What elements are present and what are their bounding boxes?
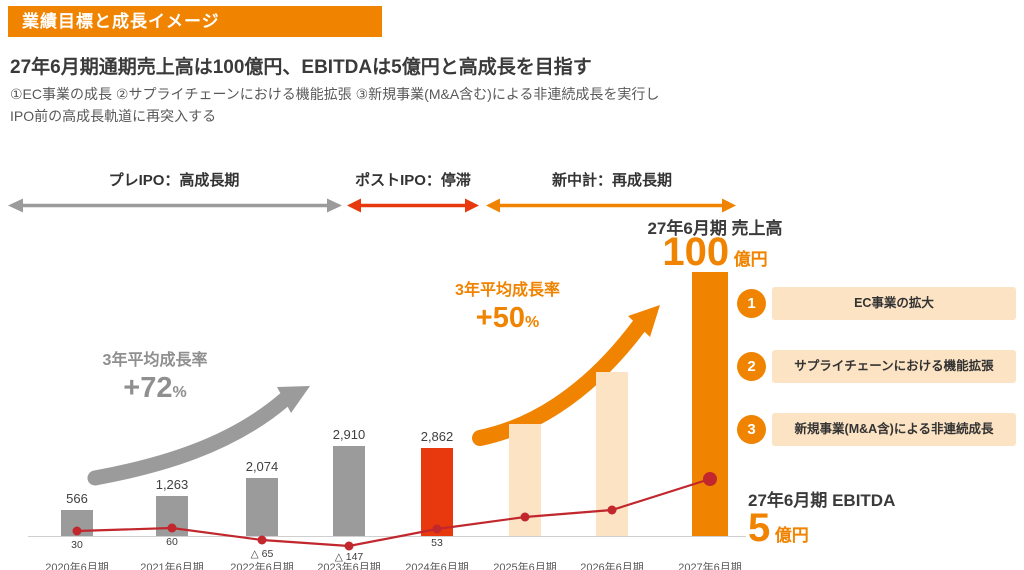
ebitda-value-label: △ 147 [334,551,364,563]
ebitda-target-value: 5 億円 [748,506,809,551]
strategy-1-number: 1 [737,289,766,318]
revenue-target-label: 27年6月期 売上高 [647,219,783,238]
revenue-bar-2026 [596,372,628,536]
orange-swoosh-arrow-icon [472,318,647,446]
revenue-bar-2027 [692,272,728,536]
revenue-value-label: 566 [66,491,88,506]
gray-growth-value: +72% [45,372,265,405]
revenue-bar-2021 [156,496,188,536]
phase-pre-ipo-label: プレIPO：高成長期 [108,172,240,189]
strategy-3-pill: 新規事業(M&A含)による非連続成長 [772,413,1016,446]
ebitda-value-label: 53 [431,537,443,549]
ebitda-target-label: 27年6月期 EBITDA [748,491,896,510]
revenue-bar-2020 [61,510,93,536]
revenue-target-value: 100 億円 [600,230,830,275]
orange-growth-unit: % [524,314,540,331]
subtitle-line-1: ①EC事業の成長 ②サプライチェーンにおける機能拡張 ③新規事業(M&A含む)に… [10,86,660,102]
page-title: 27年6月期通期売上高は100億円、EBITDAは5億円と高成長を目指す [10,57,592,78]
header-banner: 業績目標と成長イメージ [8,6,382,37]
gray-swoosh-arrow-icon [87,392,292,486]
revenue-target-unit: 億円 [733,250,768,269]
revenue-target-number: 100 [662,230,730,274]
orange-growth-title: 3年平均成長率 [455,282,560,299]
subtitle-line-2: IPO前の高成長軌道に再突入する [10,107,217,124]
revenue-value-label: 2,862 [420,429,454,444]
gray-growth-title: 3年平均成長率 [102,352,208,369]
orange-swoosh-arrowhead-icon [628,305,660,337]
strategy-1-pill: EC事業の拡大 [772,287,1016,320]
phase-post-ipo-label: ポストIPO：停滞 [355,172,471,189]
orange-growth-annotation: 3年平均成長率 +50% [400,276,615,335]
revenue-bar-2024 [421,448,453,536]
revenue-value-label: 1,263 [155,477,189,492]
gray-swoosh-arrowhead-icon [277,386,310,413]
x-axis-category-label: 2021年6月期 [140,562,204,570]
revenue-bar-2023 [333,446,365,536]
x-axis-category-label: 2024年6月期 [405,562,469,570]
revenue-bar-2022 [246,478,278,536]
post-ipo-span-arrow-icon [347,198,479,213]
strategy-3-number: 3 [737,415,766,444]
x-axis-category-label: 2027年6月期 [678,562,742,570]
x-axis-category-label: 2026年6月期 [580,562,644,570]
header-banner-text: 業績目標と成長イメージ [22,12,220,31]
page-subtitle: ①EC事業の成長 ②サプライチェーンにおける機能拡張 ③新規事業(M&A含む)に… [10,84,659,127]
ebitda-value-label: △ 65 [250,548,274,560]
orange-growth-number: +50 [475,302,525,334]
new-midterm-span-arrow-icon [486,198,736,213]
gray-growth-number: +72 [123,372,173,404]
x-axis-line [28,536,746,537]
strategy-2-pill: サプライチェーンにおける機能拡張 [772,350,1016,383]
revenue-value-label: 2,074 [245,459,279,474]
ebitda-target-number: 5 [748,506,771,550]
revenue-value-label: 2,910 [332,427,366,442]
phase-new-midterm-label: 新中計：再成長期 [551,172,672,189]
x-axis-category-label: 2023年6月期 [317,562,381,570]
x-axis-category-label: 2025年6月期 [493,562,557,570]
strategy-2-number: 2 [737,352,766,381]
gray-growth-unit: % [172,384,187,401]
ebitda-target-unit: 億円 [774,526,809,545]
revenue-bar-2025 [509,424,541,536]
x-axis-category-label: 2020年6月期 [45,562,109,570]
ebitda-value-label: 60 [166,536,178,548]
gray-growth-annotation: 3年平均成長率 +72% [45,346,265,405]
ebitda-value-label: 30 [71,539,83,551]
orange-growth-value: +50% [400,302,615,335]
pre-ipo-span-arrow-icon [8,198,342,213]
x-axis-category-label: 2022年6月期 [230,562,294,570]
